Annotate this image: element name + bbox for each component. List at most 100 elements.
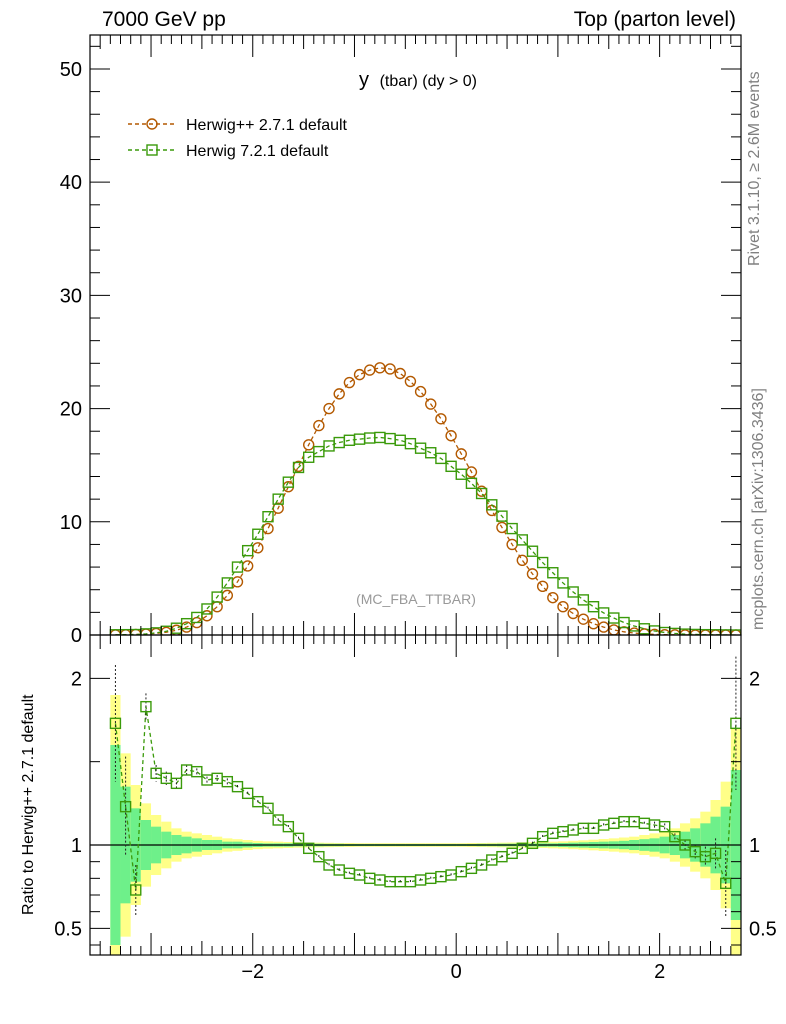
ratio-y-tick-label: 1	[71, 835, 82, 857]
data-point-herwig7	[221, 577, 234, 589]
data-point-herwig7	[252, 528, 264, 540]
data-point-herwigpp	[221, 589, 234, 602]
data-point-herwig7	[211, 591, 223, 603]
main-y-tick-label: 40	[60, 172, 82, 194]
header-process-label: Top (parton level)	[573, 8, 736, 31]
data-point-herwig7	[516, 534, 529, 546]
data-point-herwig7	[567, 586, 579, 598]
ratio-data-point	[241, 787, 254, 800]
ratio-data-point	[191, 765, 203, 778]
ratio-data-point	[231, 780, 244, 793]
data-point-herwigpp	[526, 568, 539, 580]
series-line-herwigpp	[115, 367, 736, 635]
main-y-tick-label: 10	[60, 512, 82, 534]
ratio-data-point	[262, 802, 274, 815]
data-point-herwigpp	[262, 522, 274, 535]
data-point-herwigpp	[333, 388, 345, 400]
data-point-herwig7	[435, 452, 447, 465]
legend: Herwig++ 2.7.1 default Herwig 7.2.1 defa…	[128, 117, 348, 160]
ratio-data-point	[302, 842, 315, 855]
ratio-data-point	[170, 777, 183, 790]
x-tick-label: 0	[451, 961, 462, 983]
axis-ticks: 0 10 20 30 40 50 −2 0 2 0.5 0.5 1 1 2 2	[54, 35, 777, 983]
data-point-herwig7	[475, 487, 488, 500]
main-y-tick-label: 0	[71, 625, 82, 647]
ratio-data-point	[292, 832, 305, 845]
data-point-herwig7	[282, 476, 295, 488]
data-point-herwig7	[486, 499, 498, 511]
data-point-herwigpp	[608, 624, 620, 635]
ratio-y-tick-label-right: 2	[749, 668, 760, 690]
legend-label-herwigpp: Herwig++ 2.7.1 default	[186, 117, 348, 134]
ratio-y-tick-label-right: 1	[749, 835, 760, 857]
data-point-herwigpp	[577, 613, 590, 625]
data-point-herwig7	[730, 629, 741, 635]
ratio-data-point	[282, 820, 295, 833]
main-y-tick-label: 20	[60, 399, 82, 421]
data-point-herwig7	[557, 577, 569, 589]
data-point-herwig7	[313, 445, 325, 458]
data-point-herwig7	[618, 616, 630, 629]
ratio-data-point	[669, 830, 681, 843]
data-point-herwig7	[414, 442, 427, 454]
data-point-herwigpp	[567, 607, 579, 620]
data-point-herwigpp	[353, 368, 366, 381]
data-point-herwig7	[292, 461, 305, 474]
main-y-tick-label: 50	[60, 59, 82, 81]
rivet-version-label: Rivet 3.1.10, ≥ 2.6M events	[746, 71, 763, 266]
ratio-data-point	[221, 775, 234, 788]
data-point-herwigpp	[425, 398, 437, 410]
ratio-y-axis-title: Ratio to Herwig++ 2.7.1 default	[20, 694, 37, 915]
data-point-herwigpp	[435, 413, 447, 425]
data-point-herwigpp	[313, 419, 325, 432]
data-point-herwigpp	[516, 554, 529, 566]
plot-title: y (tbar) (dy > 0)	[359, 69, 477, 91]
data-point-herwigpp	[404, 375, 417, 388]
data-point-herwig7	[262, 510, 274, 523]
header-beam-label: 7000 GeV pp	[102, 8, 226, 31]
ratio-data-point	[252, 795, 264, 808]
data-point-herwig7	[577, 594, 590, 606]
plot-frames	[89, 34, 742, 956]
data-point-herwigpp	[455, 448, 467, 460]
data-point-herwig7	[180, 617, 193, 630]
data-point-herwigpp	[445, 430, 457, 442]
data-point-herwigpp	[302, 439, 315, 451]
ratio-y-tick-label: 2	[71, 668, 82, 690]
x-tick-label: 2	[654, 961, 665, 983]
plot-title-sub: (tbar) (dy > 0)	[380, 73, 477, 90]
ratio-plot-frame	[89, 634, 742, 956]
data-point-herwigpp	[241, 560, 254, 572]
data-point-herwig7	[241, 544, 254, 557]
ratio-data-point	[109, 717, 122, 730]
ratio-data-point	[313, 850, 325, 863]
ratio-data-point	[526, 837, 539, 850]
ratio-data-point	[709, 847, 722, 860]
data-point-herwig7	[201, 603, 213, 615]
data-point-herwigpp	[384, 363, 396, 375]
data-point-herwig7	[191, 611, 203, 624]
ratio-data-point	[720, 877, 732, 890]
data-point-herwig7	[465, 477, 478, 490]
data-point-herwigpp	[394, 367, 406, 380]
mcplots-source-label: mcplots.cern.ch [arXiv:1306.3436]	[750, 388, 767, 630]
data-point-herwig7	[496, 510, 508, 522]
ratio-data-point	[659, 820, 671, 833]
ratio-series-line	[114, 706, 737, 891]
ratio-data-point	[679, 839, 691, 851]
ratio-y-tick-label: 0.5	[54, 918, 82, 940]
data-point-herwigpp	[536, 580, 549, 593]
main-y-tick-label: 30	[60, 285, 82, 307]
data-point-herwigpp	[414, 385, 427, 398]
ratio-data-point	[130, 884, 142, 896]
legend-item-herwigpp: Herwig++ 2.7.1 default	[128, 117, 348, 134]
data-point-herwigpp	[343, 376, 356, 389]
ratio-y-tick-label-right: 0.5	[749, 918, 777, 940]
ratio-data-point	[140, 700, 152, 713]
data-point-herwigpp	[557, 600, 569, 613]
legend-label-herwig7: Herwig 7.2.1 default	[186, 143, 329, 160]
data-point-herwig7	[536, 556, 549, 569]
data-point-herwig7	[445, 460, 457, 473]
data-point-herwigpp	[323, 402, 335, 415]
